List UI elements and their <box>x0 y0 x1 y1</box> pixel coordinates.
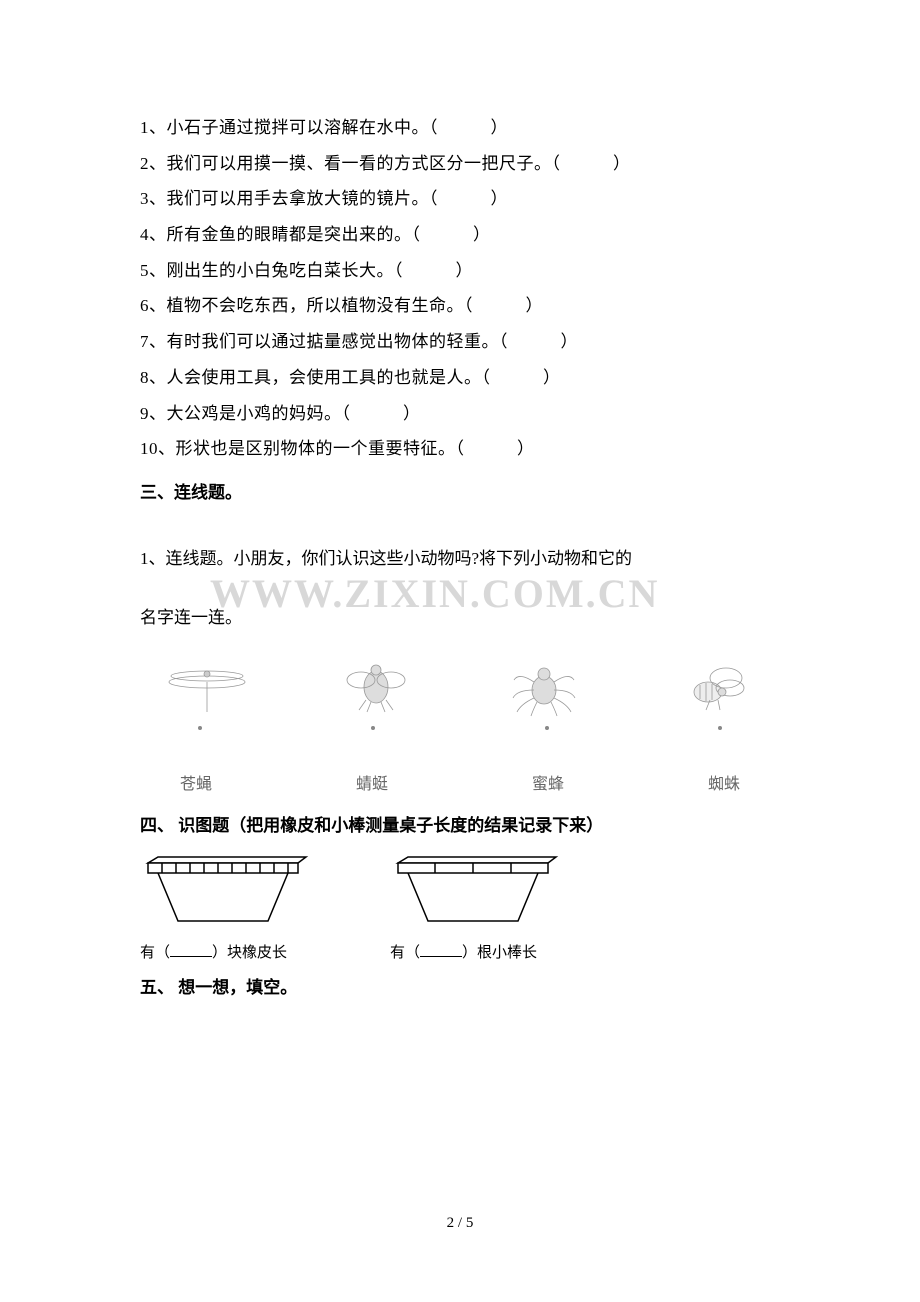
name-dragonfly: 蜻蜓 <box>356 770 388 794</box>
question-6: 6、植物不会吃东西，所以植物没有生命。（ ） <box>140 288 780 324</box>
question-8: 8、人会使用工具，会使用工具的也就是人。（ ） <box>140 360 780 396</box>
matching-intro-line1: 1、连线题。小朋友，你们认识这些小动物吗?将下列小动物和它的 <box>140 539 780 578</box>
section-3-title: 三、连线题。 <box>140 475 780 511</box>
fly-icon <box>331 652 421 722</box>
insect-spider <box>489 642 599 732</box>
matching-intro-line2: 名字连一连。 <box>140 598 780 637</box>
section-5-title: 五、 想一想，填空。 <box>140 970 780 1006</box>
question-2: 2、我们可以用摸一摸、看一看的方式区分一把尺子。（ ） <box>140 146 780 182</box>
table-measurement-row: 有（ ）块橡皮长 有（ ）根小棒长 <box>140 851 780 962</box>
question-4: 4、所有金鱼的眼睛都是突出来的。（ ） <box>140 217 780 253</box>
table-stick-block: 有（ ）根小棒长 <box>390 851 560 962</box>
dragonfly-icon <box>162 652 252 722</box>
table-eraser-icon <box>140 851 310 929</box>
insect-fly <box>321 642 431 732</box>
blank-2 <box>420 956 462 957</box>
bee-icon <box>668 652 758 722</box>
question-1: 1、小石子通过搅拌可以溶解在水中。（ ） <box>140 110 780 146</box>
spider-icon <box>499 652 589 722</box>
table1-caption: 有（ ）块橡皮长 <box>140 941 287 962</box>
table-stick-icon <box>390 851 560 929</box>
insect-bee <box>658 642 768 732</box>
page-number: 2 / 5 <box>0 1215 920 1232</box>
blank-1 <box>170 956 212 957</box>
page-content: 1、小石子通过搅拌可以溶解在水中。（ ） 2、我们可以用摸一摸、看一看的方式区分… <box>140 110 780 1006</box>
cap2-prefix: 有（ <box>390 945 420 961</box>
insect-dragonfly <box>152 642 262 732</box>
table-eraser-block: 有（ ）块橡皮长 <box>140 851 310 962</box>
section-4-title: 四、 识图题（把用橡皮和小棒测量桌子长度的结果记录下来） <box>140 808 780 844</box>
question-7: 7、有时我们可以通过掂量感觉出物体的轻重。（ ） <box>140 324 780 360</box>
question-3: 3、我们可以用手去拿放大镜的镜片。（ ） <box>140 181 780 217</box>
question-9: 9、大公鸡是小鸡的妈妈。（ ） <box>140 396 780 432</box>
question-5: 5、刚出生的小白兔吃白菜长大。（ ） <box>140 253 780 289</box>
table2-caption: 有（ ）根小棒长 <box>390 941 537 962</box>
cap1-prefix: 有（ <box>140 945 170 961</box>
name-bee: 蜜蜂 <box>532 770 564 794</box>
name-spider: 蜘蛛 <box>708 770 740 794</box>
cap1-suffix: ）块橡皮长 <box>212 945 287 961</box>
cap2-suffix: ）根小棒长 <box>462 945 537 961</box>
question-10: 10、形状也是区别物体的一个重要特征。（ ） <box>140 431 780 467</box>
insect-image-row <box>140 642 780 732</box>
name-fly: 苍蝇 <box>180 770 212 794</box>
insect-name-row: 苍蝇 蜻蜓 蜜蜂 蜘蛛 <box>140 770 780 794</box>
